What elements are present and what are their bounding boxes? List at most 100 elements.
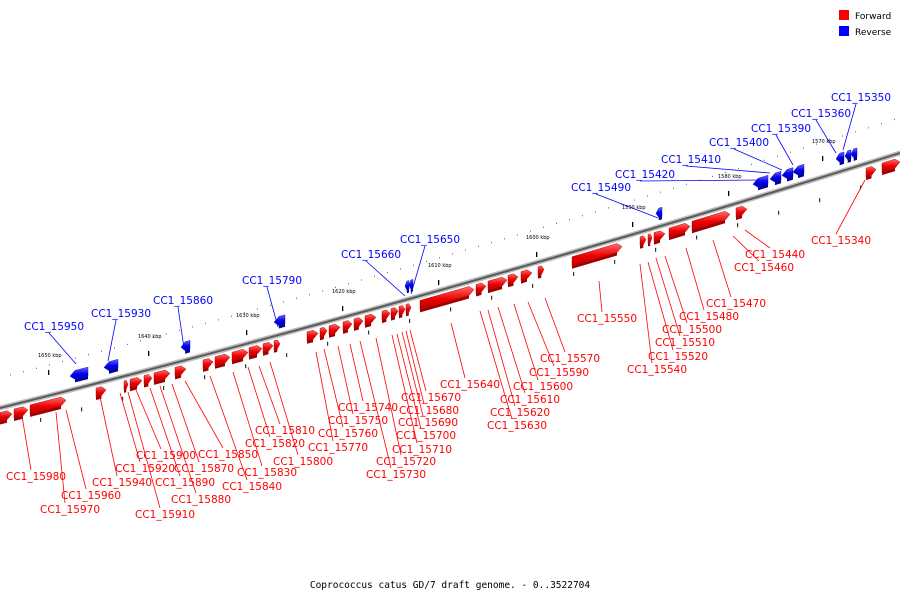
gene-arrow bbox=[353, 317, 364, 329]
scale-dot bbox=[400, 268, 401, 270]
gene-shadow bbox=[654, 239, 660, 245]
leader-line bbox=[396, 333, 422, 430]
gene-label-cc1-15730: CC1_15730 bbox=[359, 340, 426, 481]
gene-label: CC1_15850 bbox=[198, 449, 258, 461]
reverse-gene bbox=[792, 163, 805, 179]
gene-label-cc1-15620: CC1_15620 bbox=[487, 309, 550, 419]
scale-dot bbox=[49, 364, 50, 366]
leader-line bbox=[639, 263, 653, 364]
scale-dot bbox=[23, 371, 24, 373]
gene-label: CC1_15480 bbox=[679, 311, 739, 323]
forward-gene bbox=[653, 230, 666, 245]
leader-line bbox=[107, 319, 117, 362]
leader-line bbox=[99, 396, 118, 477]
gene-shadow bbox=[692, 220, 725, 234]
gene-shadow bbox=[329, 333, 336, 338]
forward-gene bbox=[668, 223, 691, 241]
gene-shadow bbox=[488, 286, 502, 294]
gene-shadow bbox=[130, 386, 137, 392]
gene-labels: CC1_15350 CC1_15360 CC1_15390 CC1_15400 CC1_… bbox=[6, 92, 891, 521]
leader-line bbox=[119, 392, 141, 463]
gene-label-cc1-15480: CC1_15480 bbox=[679, 247, 739, 323]
scale-dot bbox=[751, 163, 752, 165]
gene-arrow bbox=[13, 406, 29, 419]
gene-label: CC1_15500 bbox=[662, 324, 722, 336]
tick-mark bbox=[148, 351, 150, 356]
scale-dot bbox=[790, 151, 791, 153]
leader-line bbox=[732, 235, 760, 262]
scale-dot bbox=[582, 215, 583, 217]
gene-label-cc1-15940: CC1_15940 bbox=[92, 396, 152, 489]
gene-label: CC1_15590 bbox=[529, 367, 589, 379]
genome-backbone bbox=[0, 118, 900, 422]
forward-gene bbox=[174, 365, 187, 380]
gene-shadow bbox=[274, 348, 278, 353]
gene-arrow bbox=[792, 163, 805, 176]
scale-dot bbox=[10, 374, 11, 376]
leader-line bbox=[127, 391, 161, 509]
gene-label-cc1-15660: CC1_15660 bbox=[341, 249, 406, 297]
gene-arrow bbox=[390, 307, 399, 318]
gene-arrow bbox=[180, 340, 191, 351]
gene-label: CC1_15880 bbox=[171, 494, 231, 506]
gene-shadow bbox=[406, 312, 409, 317]
forward-gene bbox=[129, 377, 143, 392]
scale-dash bbox=[368, 330, 370, 335]
gene-shadow bbox=[476, 291, 482, 297]
gene-label: CC1_15910 bbox=[135, 509, 195, 521]
scale-dot bbox=[439, 257, 440, 259]
gene-label: CC1_15570 bbox=[540, 353, 600, 365]
leader-line bbox=[527, 301, 555, 367]
leader-line bbox=[349, 343, 364, 402]
tick-mark bbox=[632, 222, 634, 227]
gene-shadow bbox=[775, 180, 781, 186]
scale-dot bbox=[140, 340, 141, 342]
gene-shadow bbox=[882, 168, 895, 176]
leader-line bbox=[171, 383, 200, 463]
scale-dot bbox=[231, 315, 232, 317]
forward-gene bbox=[487, 276, 508, 294]
gene-label: CC1_15930 bbox=[91, 308, 151, 320]
gene-label-cc1-15610: CC1_15610 bbox=[497, 306, 560, 406]
forward-gene bbox=[639, 235, 647, 249]
gene-shadow bbox=[758, 184, 768, 191]
gene-arrow bbox=[647, 233, 653, 244]
gene-shadow bbox=[75, 376, 88, 383]
gene-label: CC1_15950 bbox=[24, 321, 84, 333]
gene-arrow bbox=[231, 348, 249, 362]
forward-gene bbox=[13, 406, 29, 421]
scale-dot bbox=[478, 245, 479, 247]
scale-dot bbox=[192, 326, 193, 328]
gene-shadow bbox=[853, 156, 857, 161]
gene-label-cc1-15880: CC1_15880 bbox=[159, 385, 231, 506]
backbone-shadow bbox=[0, 150, 900, 411]
scale-dot bbox=[296, 297, 297, 299]
backbone-line bbox=[0, 152, 900, 409]
gene-arrow bbox=[202, 358, 214, 370]
scale-dot bbox=[426, 260, 427, 262]
gene-arrow bbox=[123, 379, 129, 391]
scale-dot bbox=[543, 226, 544, 228]
gene-label-cc1-15950: CC1_15950 bbox=[24, 321, 84, 365]
gene-label: CC1_15520 bbox=[648, 351, 708, 363]
gene-label: CC1_15900 bbox=[136, 450, 196, 462]
scale-dot bbox=[62, 360, 63, 363]
tick-mark bbox=[342, 306, 344, 311]
gene-label-cc1-15980: CC1_15980 bbox=[6, 415, 66, 483]
gene-label: CC1_15690 bbox=[398, 417, 458, 429]
scale-dot bbox=[517, 234, 518, 236]
scale-dot bbox=[387, 272, 388, 274]
gene-label-cc1-15680: CC1_15680 bbox=[399, 330, 459, 417]
gene-label: CC1_15650 bbox=[400, 234, 460, 246]
gene-shadow bbox=[365, 323, 372, 328]
gene-label-cc1-15790: CC1_15790 bbox=[242, 275, 302, 328]
gene-arrow bbox=[381, 309, 391, 321]
leader-line bbox=[315, 351, 334, 442]
leader-line bbox=[487, 309, 516, 407]
gene-label-cc1-15670: CC1_15670 bbox=[401, 329, 461, 404]
leader-line bbox=[337, 345, 354, 415]
forward-gene bbox=[647, 233, 653, 247]
gene-label: CC1_15610 bbox=[500, 394, 560, 406]
leader-line bbox=[247, 366, 271, 438]
scale-dot bbox=[244, 312, 245, 314]
